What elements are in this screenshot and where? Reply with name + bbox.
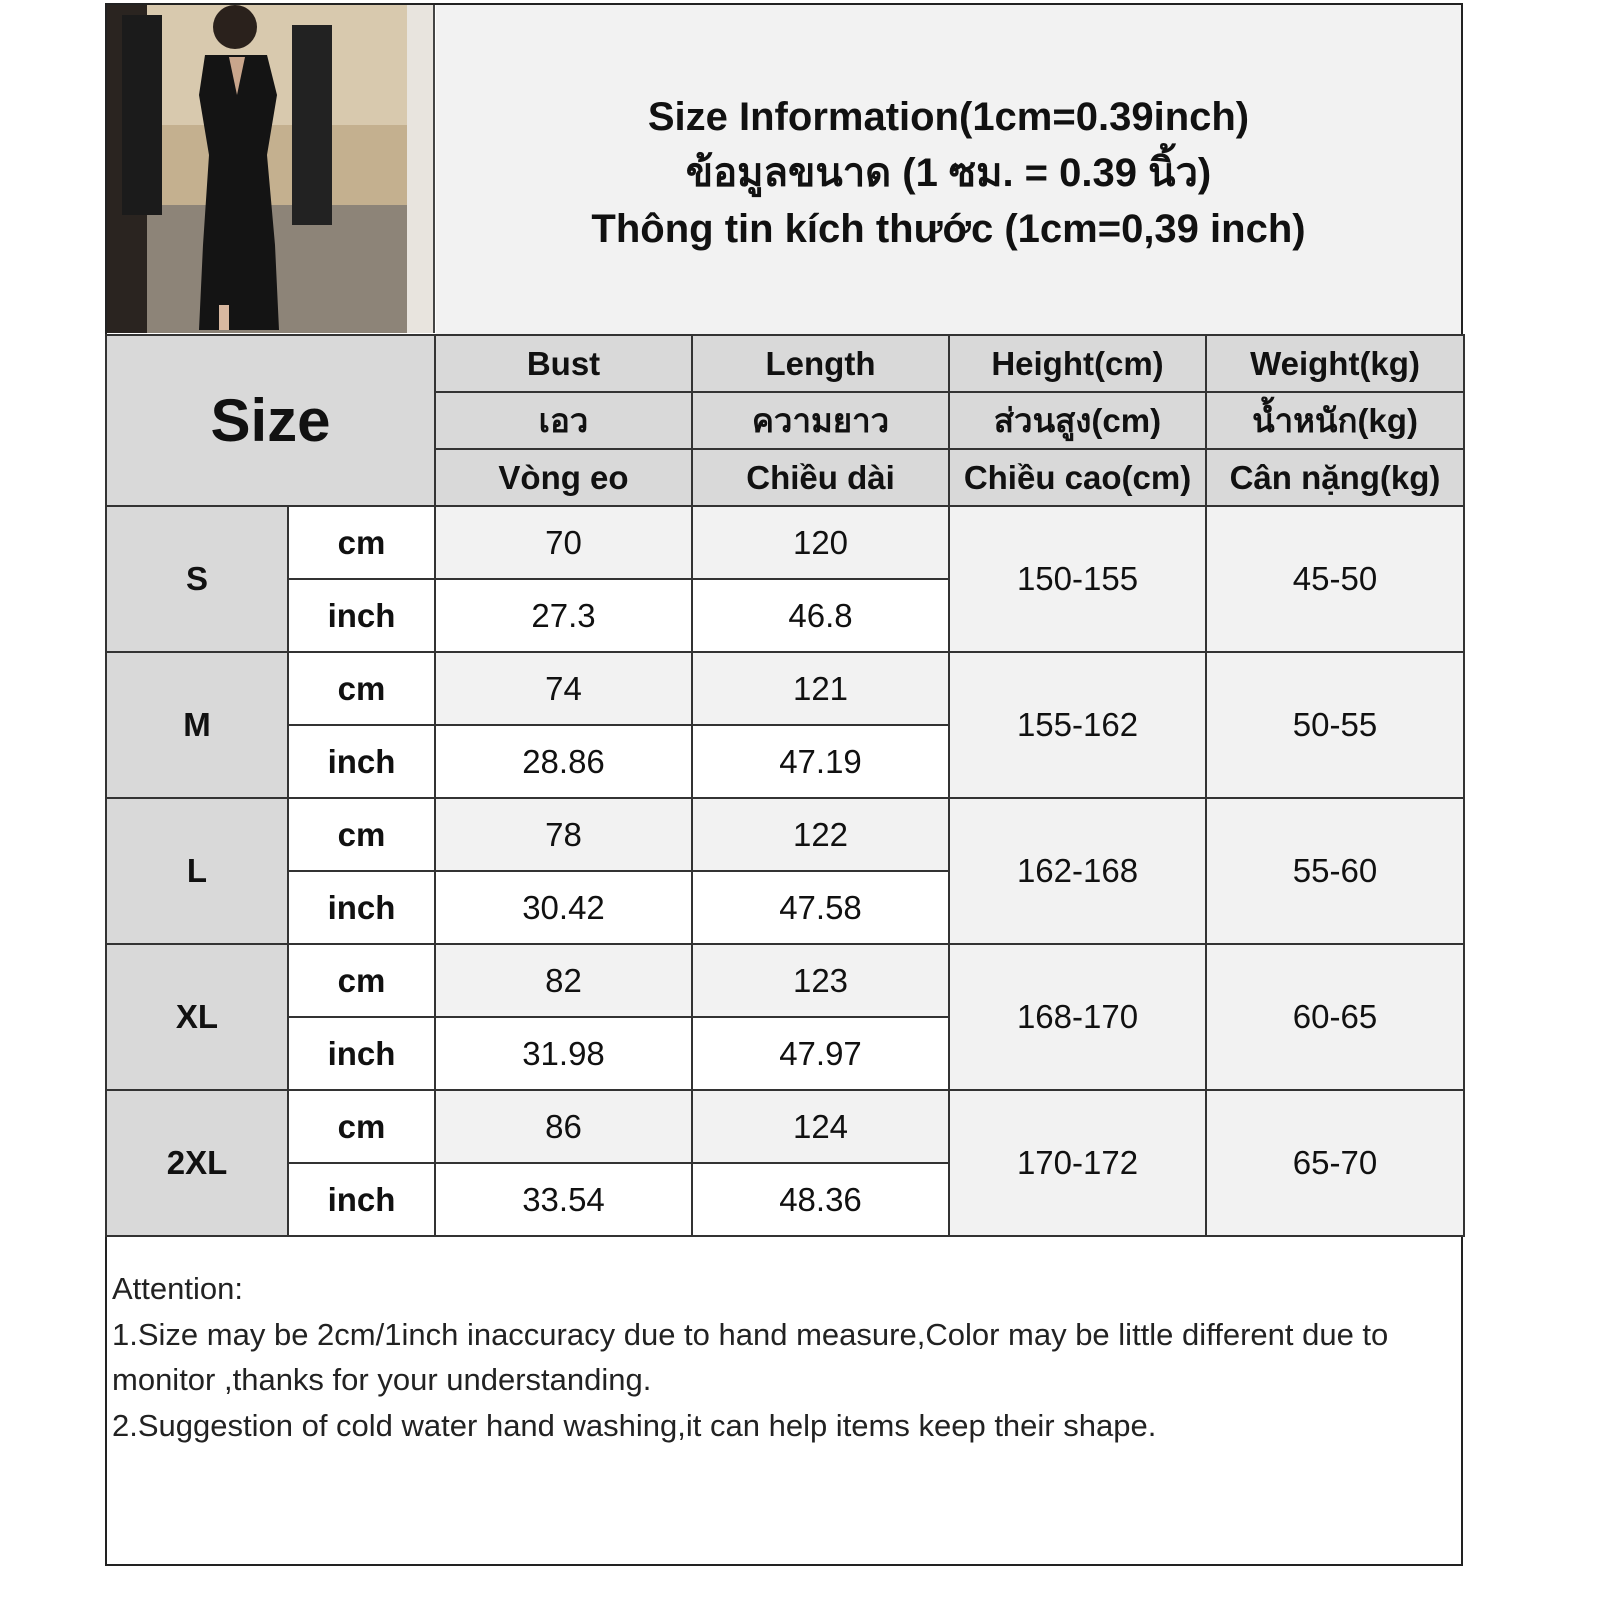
length-cm: 120 bbox=[691, 505, 950, 580]
size-table: Size Bust Length Height(cm) Weight(kg) เ… bbox=[105, 334, 1465, 1237]
height-range: 162-168 bbox=[948, 797, 1207, 945]
header-bust-en: Bust bbox=[434, 334, 693, 393]
title-english: Size Information(1cm=0.39inch) bbox=[647, 95, 1250, 139]
size-label: 2XL bbox=[105, 1089, 289, 1237]
length-cm: 121 bbox=[691, 651, 950, 726]
length-inch: 47.19 bbox=[691, 724, 950, 799]
title-thai: ข้อมูลขนาด (1 ซม. = 0.39 นิ้ว) bbox=[685, 151, 1212, 195]
unit-label: cm bbox=[287, 651, 436, 726]
size-label: L bbox=[105, 797, 289, 945]
title-panel: Size Information(1cm=0.39inch) ข้อมูลขนา… bbox=[436, 5, 1461, 334]
title-vietnamese: Thông tin kích thước (1cm=0,39 inch) bbox=[591, 207, 1306, 251]
height-range: 150-155 bbox=[948, 505, 1207, 653]
weight-range: 55-60 bbox=[1205, 797, 1465, 945]
height-range: 170-172 bbox=[948, 1089, 1207, 1237]
table-row-inch: inch 30.42 47.58 bbox=[106, 870, 1464, 945]
bust-cm: 70 bbox=[434, 505, 693, 580]
table-row-inch: inch 28.86 47.19 bbox=[106, 724, 1464, 799]
bust-inch: 33.54 bbox=[434, 1162, 693, 1237]
length-inch: 48.36 bbox=[691, 1162, 950, 1237]
unit-label: cm bbox=[287, 797, 436, 872]
bust-inch: 28.86 bbox=[434, 724, 693, 799]
note-1: 1.Size may be 2cm/1inch inaccuracy due t… bbox=[112, 1316, 1389, 1398]
length-cm: 122 bbox=[691, 797, 950, 872]
height-range: 168-170 bbox=[948, 943, 1207, 1091]
table-row-inch: inch 27.3 46.8 bbox=[106, 578, 1464, 653]
header-height-vi: Chiều cao(cm) bbox=[948, 448, 1207, 507]
product-photo bbox=[107, 5, 435, 333]
unit-label: cm bbox=[287, 943, 436, 1018]
unit-label: inch bbox=[287, 578, 436, 653]
dress-model-image bbox=[107, 5, 433, 333]
unit-label: inch bbox=[287, 870, 436, 945]
size-label: S bbox=[105, 505, 289, 653]
size-label: M bbox=[105, 651, 289, 799]
bust-cm: 74 bbox=[434, 651, 693, 726]
bust-cm: 86 bbox=[434, 1089, 693, 1164]
header-weight-th: น้ำหนัก(kg) bbox=[1205, 391, 1465, 450]
length-cm: 124 bbox=[691, 1089, 950, 1164]
unit-label: inch bbox=[287, 724, 436, 799]
unit-label: inch bbox=[287, 1162, 436, 1237]
length-cm: 123 bbox=[691, 943, 950, 1018]
size-column-header: Size bbox=[105, 334, 436, 507]
length-inch: 47.58 bbox=[691, 870, 950, 945]
header-weight-en: Weight(kg) bbox=[1205, 334, 1465, 393]
length-inch: 47.97 bbox=[691, 1016, 950, 1091]
header-length-th: ความยาว bbox=[691, 391, 950, 450]
unit-label: cm bbox=[287, 505, 436, 580]
bust-inch: 27.3 bbox=[434, 578, 693, 653]
table-row-inch: inch 31.98 47.97 bbox=[106, 1016, 1464, 1091]
table-row-cm: XL cm 82 123 168-170 60-65 bbox=[105, 943, 1465, 1091]
header-length-vi: Chiều dài bbox=[691, 448, 950, 507]
weight-range: 50-55 bbox=[1205, 651, 1465, 799]
size-label: XL bbox=[105, 943, 289, 1091]
header-height-th: ส่วนสูง(cm) bbox=[948, 391, 1207, 450]
header-bust-vi: Vòng eo bbox=[434, 448, 693, 507]
table-row-inch: inch 33.54 48.36 bbox=[106, 1162, 1464, 1237]
height-range: 155-162 bbox=[948, 651, 1207, 799]
bust-inch: 31.98 bbox=[434, 1016, 693, 1091]
table-row-cm: 2XL cm 86 124 170-172 65-70 bbox=[105, 1089, 1465, 1237]
weight-range: 45-50 bbox=[1205, 505, 1465, 653]
weight-range: 60-65 bbox=[1205, 943, 1465, 1091]
weight-range: 65-70 bbox=[1205, 1089, 1465, 1237]
header-height-en: Height(cm) bbox=[948, 334, 1207, 393]
header-length-en: Length bbox=[691, 334, 950, 393]
length-inch: 46.8 bbox=[691, 578, 950, 653]
unit-label: cm bbox=[287, 1089, 436, 1164]
header-weight-vi: Cân nặng(kg) bbox=[1205, 448, 1465, 507]
attention-notes: Attention: 1.Size may be 2cm/1inch inacc… bbox=[112, 1266, 1457, 1448]
unit-label: inch bbox=[287, 1016, 436, 1091]
note-2: 2.Suggestion of cold water hand washing,… bbox=[112, 1407, 1157, 1443]
bust-cm: 78 bbox=[434, 797, 693, 872]
notes-heading: Attention: bbox=[112, 1271, 243, 1306]
header-bust-th: เอว bbox=[434, 391, 693, 450]
bust-cm: 82 bbox=[434, 943, 693, 1018]
bust-inch: 30.42 bbox=[434, 870, 693, 945]
